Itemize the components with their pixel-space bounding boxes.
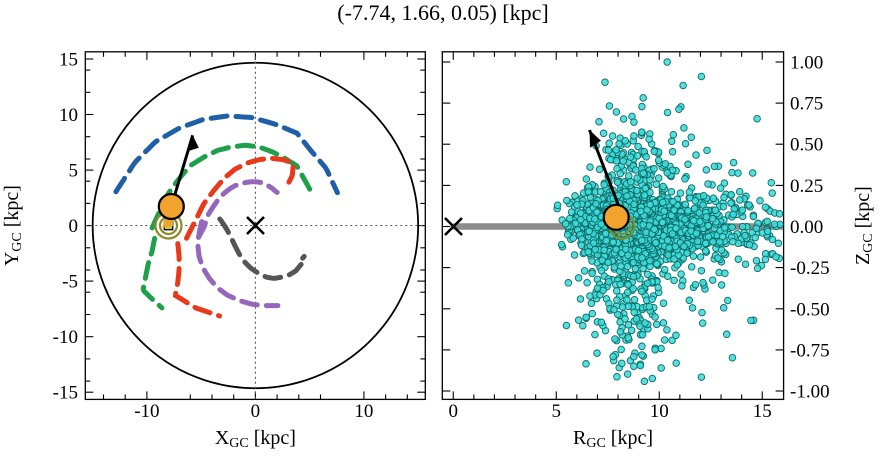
svg-text:0: 0 [449,401,459,422]
svg-text:-5: -5 [62,272,78,293]
svg-text:10: 10 [354,401,373,422]
svg-text:RGC [kpc]: RGC [kpc] [573,427,653,451]
svg-text:0.75: 0.75 [790,94,823,115]
svg-text:15: 15 [753,401,772,422]
svg-text:5: 5 [552,401,562,422]
svg-text:0: 0 [251,401,261,422]
svg-text:0.25: 0.25 [790,176,823,197]
svg-text:15: 15 [59,50,78,71]
svg-text:-10: -10 [53,327,78,348]
svg-text:-10: -10 [134,401,159,422]
svg-text:-1.00: -1.00 [790,382,830,403]
svg-text:-0.25: -0.25 [790,258,830,279]
svg-text:YGC [kpc]: YGC [kpc] [1,185,25,266]
svg-text:10: 10 [59,105,78,126]
svg-text:0.50: 0.50 [790,135,823,156]
svg-text:XGC [kpc]: XGC [kpc] [215,427,296,451]
svg-text:0: 0 [69,216,79,237]
svg-text:(-7.74, 1.66, 0.05) [kpc]: (-7.74, 1.66, 0.05) [kpc] [337,0,548,25]
svg-text:-0.50: -0.50 [790,299,830,320]
svg-text:ZGC [kpc]: ZGC [kpc] [852,186,876,265]
svg-text:-15: -15 [53,383,78,404]
svg-text:10: 10 [650,401,669,422]
svg-text:0.00: 0.00 [790,217,823,238]
svg-text:5: 5 [69,161,79,182]
svg-text:1.00: 1.00 [790,53,823,74]
svg-text:-0.75: -0.75 [790,340,830,361]
